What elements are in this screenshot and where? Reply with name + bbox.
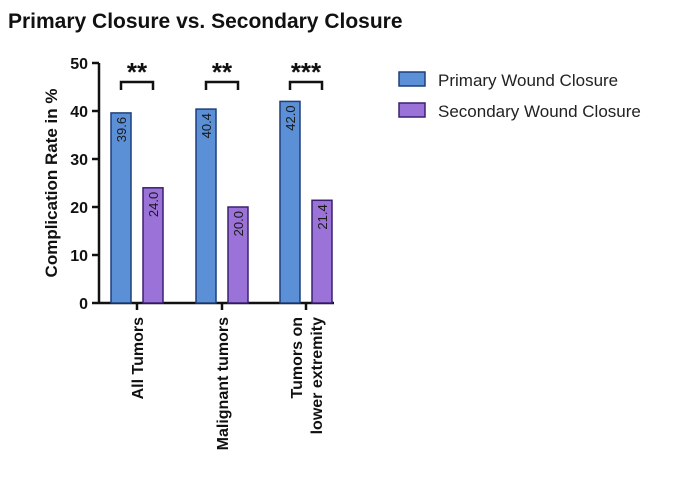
significance-bracket	[204, 80, 240, 90]
bar-value-label: 40.4	[199, 113, 214, 138]
x-tick-label: Tumors on lower extremity	[289, 317, 326, 434]
bar-value-label: 20.0	[231, 211, 246, 236]
x-tick-label: Malignant tumors	[215, 317, 232, 450]
legend-swatch	[398, 102, 426, 118]
significance-bracket	[119, 80, 155, 90]
y-tick-label: 50	[70, 56, 88, 73]
x-tick-label-line: Malignant tumors	[215, 317, 232, 450]
y-tick-label: 20	[70, 200, 88, 217]
bar-secondary	[311, 199, 333, 304]
significance-stars: **	[127, 57, 148, 87]
x-tick-label-line: Tumors on	[289, 317, 306, 398]
bar-value-label: 24.0	[146, 192, 161, 217]
bar-primary	[110, 112, 132, 304]
x-tick-label-line: lower extremity	[309, 317, 326, 434]
bar-primary	[195, 108, 217, 304]
x-tick-label-line: All Tumors	[130, 317, 147, 399]
x-tick-label: All Tumors	[130, 317, 147, 399]
bar-value-label: 39.6	[114, 117, 129, 142]
significance-stars: **	[212, 57, 233, 87]
bar-primary	[279, 100, 301, 304]
y-tick-label: 0	[79, 296, 88, 313]
bar-value-label: 42.0	[283, 105, 298, 130]
y-axis-label: Complication Rate in %	[42, 89, 61, 278]
y-tick-label: 30	[70, 152, 88, 169]
chart-title: Primary Closure vs. Secondary Closure	[8, 10, 403, 33]
legend-label: Secondary Wound Closure	[438, 102, 641, 121]
bar-secondary	[227, 206, 249, 304]
legend-swatch	[398, 71, 426, 87]
significance-bracket	[288, 80, 324, 90]
legend-label: Primary Wound Closure	[438, 71, 618, 90]
significance-stars: ***	[291, 57, 322, 87]
y-tick-label: 40	[70, 104, 88, 121]
bar-value-label: 21.4	[315, 204, 330, 229]
bar-secondary	[142, 187, 164, 304]
y-tick-label: 10	[70, 248, 88, 265]
